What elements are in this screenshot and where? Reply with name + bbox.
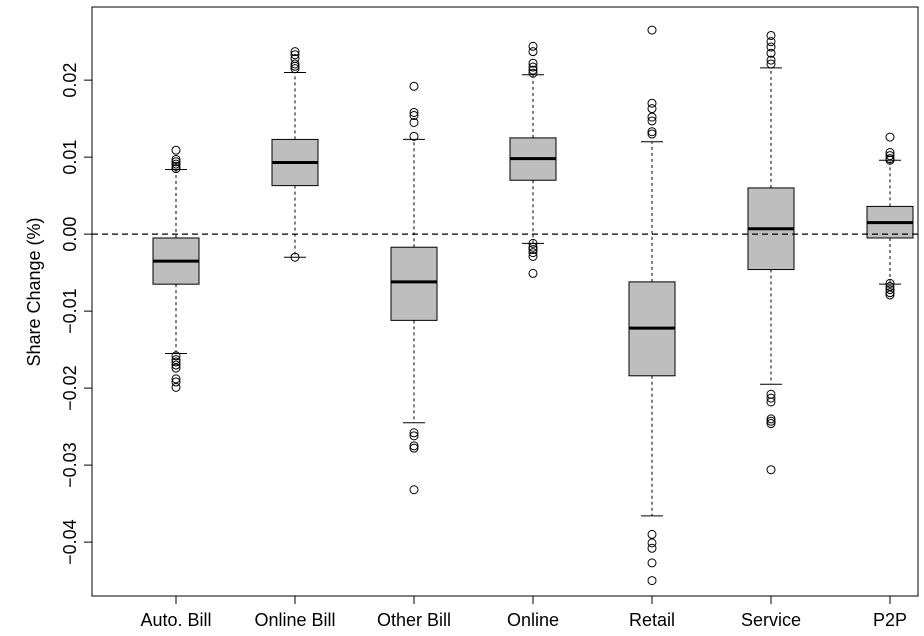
y-tick-label: −0.01 bbox=[60, 288, 80, 334]
x-tick-label: Online Bill bbox=[254, 610, 335, 630]
outlier-point bbox=[885, 132, 895, 142]
y-tick-label: 0.02 bbox=[60, 63, 80, 98]
outlier-point bbox=[171, 377, 181, 387]
outlier-point bbox=[409, 81, 419, 91]
outlier-point bbox=[766, 42, 776, 52]
outlier-point bbox=[528, 248, 538, 258]
outlier-point bbox=[647, 538, 657, 548]
outlier-point bbox=[409, 441, 419, 451]
outlier-point bbox=[528, 65, 538, 75]
outlier-point bbox=[885, 290, 895, 300]
outlier-point bbox=[528, 242, 538, 252]
outlier-point bbox=[885, 155, 895, 165]
outlier-point bbox=[290, 50, 300, 60]
outlier-point bbox=[528, 238, 538, 248]
outlier-point bbox=[885, 288, 895, 298]
outlier-point bbox=[290, 252, 300, 262]
outlier-point bbox=[766, 416, 776, 426]
outlier-point bbox=[171, 159, 181, 169]
outlier-point bbox=[171, 164, 181, 174]
x-tick-label: Online bbox=[507, 610, 559, 630]
outlier-point bbox=[409, 131, 419, 141]
x-tick-label: Retail bbox=[629, 610, 675, 630]
x-tick-label: Service bbox=[741, 610, 801, 630]
outlier-point bbox=[171, 145, 181, 155]
outlier-point bbox=[647, 529, 657, 539]
outlier-point bbox=[171, 363, 181, 373]
plot-frame bbox=[91, 6, 919, 597]
x-tick-label: Auto. Bill bbox=[140, 610, 211, 630]
outlier-point bbox=[528, 68, 538, 78]
outlier-point bbox=[528, 251, 538, 261]
outlier-point bbox=[647, 25, 657, 35]
outlier-point bbox=[647, 104, 657, 114]
outlier-point bbox=[528, 268, 538, 278]
outlier-point bbox=[647, 576, 657, 586]
outlier-point bbox=[290, 64, 300, 74]
outlier-point bbox=[885, 151, 895, 161]
outlier-point bbox=[647, 129, 657, 139]
outlier-point bbox=[409, 443, 419, 453]
outlier-point bbox=[647, 112, 657, 122]
outlier-point bbox=[171, 382, 181, 392]
outlier-point bbox=[766, 48, 776, 58]
y-tick-label: 0.00 bbox=[60, 217, 80, 252]
outlier-point bbox=[409, 107, 419, 117]
outlier-point bbox=[171, 357, 181, 367]
outlier-point bbox=[647, 116, 657, 126]
outlier-point bbox=[409, 431, 419, 441]
outlier-point bbox=[290, 47, 300, 57]
outlier-point bbox=[766, 419, 776, 429]
y-axis-label: Share Change (%) bbox=[24, 217, 44, 366]
outlier-point bbox=[766, 465, 776, 475]
outlier-point bbox=[171, 360, 181, 370]
y-tick-label: 0.01 bbox=[60, 140, 80, 175]
outlier-point bbox=[409, 111, 419, 121]
outlier-point bbox=[290, 61, 300, 71]
outlier-point bbox=[528, 47, 538, 57]
outlier-point bbox=[647, 558, 657, 568]
outlier-point bbox=[647, 98, 657, 108]
y-tick-label: −0.02 bbox=[60, 365, 80, 411]
outlier-point bbox=[409, 117, 419, 127]
outlier-point bbox=[290, 59, 300, 69]
outlier-point bbox=[171, 154, 181, 164]
outlier-point bbox=[171, 161, 181, 171]
outlier-point bbox=[647, 543, 657, 553]
outlier-point bbox=[171, 157, 181, 167]
outlier-point bbox=[528, 62, 538, 72]
outlier-point bbox=[171, 351, 181, 361]
outlier-point bbox=[766, 30, 776, 40]
outlier-point bbox=[766, 59, 776, 69]
outlier-point bbox=[766, 397, 776, 407]
outlier-point bbox=[766, 414, 776, 424]
plot-area: −0.04 −0.03 −0.02 −0.01 0.00 0.01 0.02 Auto. Bi… bbox=[60, 6, 919, 630]
x-tick-label: Other Bill bbox=[377, 610, 451, 630]
outlier-point bbox=[766, 55, 776, 65]
box-iqr bbox=[390, 246, 438, 321]
outlier-point bbox=[528, 41, 538, 51]
outlier-point bbox=[528, 58, 538, 68]
x-tick-label: P2P bbox=[873, 610, 907, 630]
y-tick-label: −0.04 bbox=[60, 519, 80, 565]
outlier-point bbox=[409, 428, 419, 438]
outlier-point bbox=[528, 245, 538, 255]
outlier-point bbox=[885, 278, 895, 288]
outlier-point bbox=[885, 285, 895, 295]
outlier-point bbox=[409, 485, 419, 495]
outlier-point bbox=[766, 393, 776, 403]
y-tick-label: −0.03 bbox=[60, 442, 80, 488]
outlier-point bbox=[766, 37, 776, 47]
outlier-point bbox=[647, 127, 657, 137]
